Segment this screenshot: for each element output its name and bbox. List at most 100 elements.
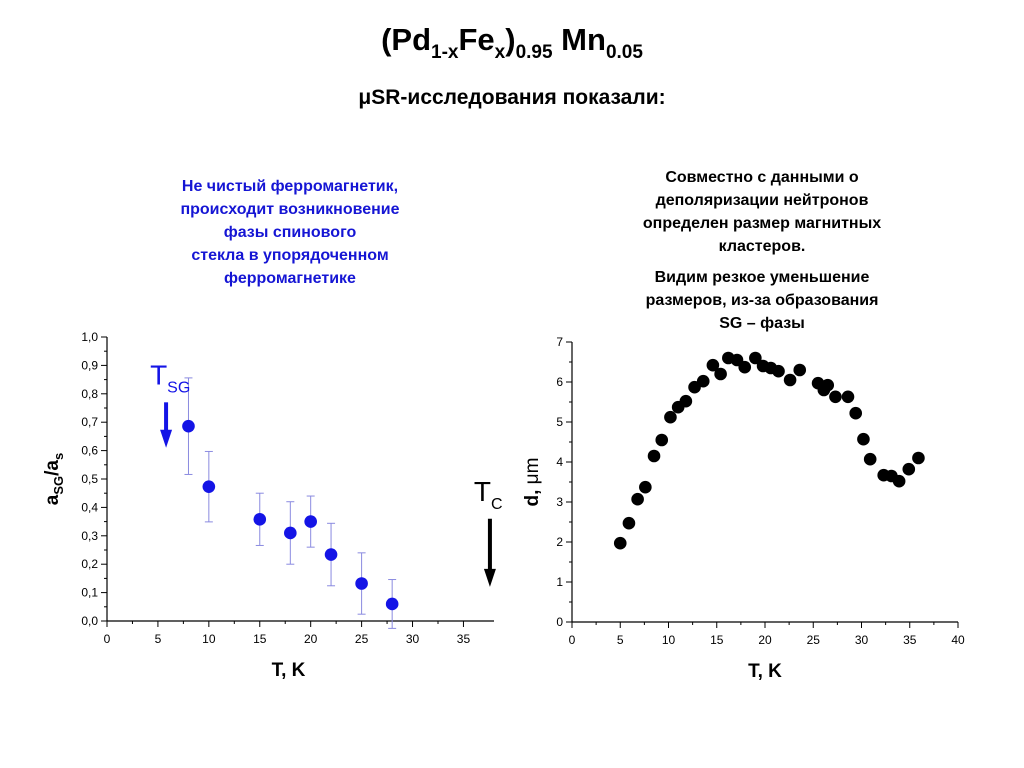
data-point [639,480,652,494]
x-tick-label: 25 [807,633,821,647]
y-tick-label: 0,9 [81,358,98,372]
x-tick-label: 20 [758,633,772,647]
y-tick-label: 5 [556,415,563,429]
annotation-main: T [474,476,491,507]
right-note-paragraph-2: Видим резкое уменьшение размеров, из-за … [596,266,928,335]
x-tick-label: 30 [406,632,420,646]
y-label-subscript: s [51,453,66,460]
y-tick-label: 0,5 [81,472,98,486]
data-point [829,390,842,404]
x-tick-label: 0 [104,632,111,646]
data-point [749,351,762,365]
title-part: ) [505,22,516,57]
annotation-subscript: SG [167,379,190,396]
y-tick-label: 0,0 [81,614,98,628]
right-note: Совместно с данными о деполяризации нейт… [596,166,928,335]
right-note-line: Совместно с данными о [665,169,859,186]
y-tick-label: 1 [556,575,563,589]
annotation-subscript: C [491,496,503,513]
data-point [631,492,644,506]
x-tick-label: 5 [617,633,624,647]
y-tick-label: 7 [556,335,563,349]
y-tick-label: 0,3 [81,529,98,543]
y-tick-label: 0,7 [81,415,98,429]
x-tick-label: 10 [202,632,216,646]
y-tick-label: 0,8 [81,387,98,401]
x-axis-label: T, K [748,661,782,682]
y-label-part: d, [522,484,543,506]
x-tick-label: 35 [903,633,917,647]
y-tick-label: 1,0 [81,330,98,344]
chart-1: 0 5 10 15 20 25 30 35 0,0 0,1 0,2 0,3 0,4 0,5 0,6 0,7 0,… [42,330,503,681]
data-point [849,406,863,420]
data-point [622,516,636,530]
data-point [304,515,317,528]
annotation-arrow-head [160,429,173,448]
x-tick-label: 10 [662,633,676,647]
data-point [324,548,338,561]
right-note-line: деполяризации нейтронов [655,192,869,209]
data-point [821,378,835,392]
data-point [772,364,785,378]
left-note-line: Не чистый ферромагнетик, [181,178,399,195]
y-label-part: /a [42,460,63,476]
x-tick-label: 35 [457,632,471,646]
data-point [793,363,807,377]
x-tick-label: 25 [355,632,369,646]
left-note-line: ферромагнетике [224,270,356,287]
annotation-tc: TC [474,476,503,587]
data-point [385,597,399,611]
right-note-line: Видим резкое уменьшение [654,269,870,286]
annotation-tsg: TSG [150,359,190,448]
annotation-main: T [150,359,167,390]
left-note: Не чистый ферромагнетик, происходит возн… [140,175,440,290]
x-tick-label: 40 [951,633,965,647]
annotation-arrow-head [483,568,496,587]
data-point [696,374,710,388]
y-tick-label: 2 [556,535,563,549]
y-tick-label: 0,1 [81,586,98,600]
x-tick-label: 15 [710,633,724,647]
left-note-line: происходит возникновение [180,201,400,218]
data-point [714,367,727,381]
y-axis-label: aSG/as [42,453,66,505]
chart-2: 0 5 10 15 20 25 30 35 40 0 1 2 3 4 5 6 7 T, K d, μm [522,335,965,682]
data-point [902,462,916,476]
x-tick-label: 20 [304,632,318,646]
data-point [738,360,752,374]
y-tick-label: 6 [556,375,563,389]
title-subscript: 0.05 [605,42,643,63]
data-point [841,390,855,404]
x-tick-label: 5 [155,632,162,646]
annotation-label: TC [474,476,503,513]
data-point [655,433,669,447]
data-point [706,358,720,372]
y-tick-label: 0,2 [81,557,98,571]
data-point [863,452,877,466]
data-point [647,449,661,463]
data-point [202,480,216,493]
y-tick-label: 3 [556,495,563,509]
y-axis-label: d, μm [522,458,543,507]
y-tick-label: 0,4 [81,500,98,514]
y-tick-label: 4 [556,455,563,469]
title-part: Fe [458,22,495,57]
annotation-label: TSG [150,359,190,396]
data-point [912,451,925,465]
data-point [355,577,368,590]
title-part: Mn [552,22,606,57]
right-note-line: определен размер магнитных [642,215,882,232]
y-tick-label: 0,6 [81,444,98,458]
right-note-line: размеров, из-за образования [645,292,879,309]
data-point [783,373,797,387]
y-label-subscript: SG [51,476,66,495]
slide-subtitle: μSR-исследования показали: [358,86,666,109]
data-point [664,410,677,424]
title-subscript: 1-x [431,42,459,63]
data-point [182,419,195,433]
data-point [679,394,693,408]
data-point [253,513,267,526]
y-label-part: a [42,494,63,505]
right-note-line: кластеров. [718,238,806,255]
